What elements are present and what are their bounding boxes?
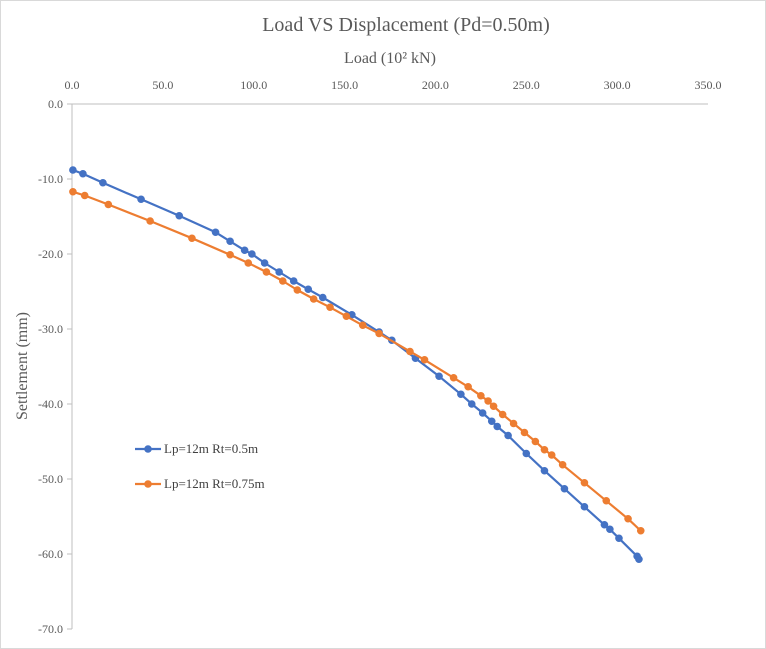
series-2-point xyxy=(309,295,318,303)
y-tick-label: -60.0 xyxy=(38,547,63,561)
x-tick-label: 350.0 xyxy=(695,78,722,92)
series-1-point xyxy=(226,237,234,246)
series-2-point xyxy=(636,526,645,535)
x-tick-label: 0.0 xyxy=(65,78,80,92)
y-axis-title: Settlement (mm) xyxy=(14,312,31,420)
series-2-point xyxy=(146,217,154,225)
series-2-point xyxy=(602,496,611,505)
series-1-point xyxy=(467,400,476,408)
series-2-point xyxy=(80,191,89,200)
series-1-point xyxy=(79,169,87,178)
y-tick-label: -30.0 xyxy=(38,322,63,336)
series-1-point xyxy=(137,195,145,204)
x-tick-label: 250.0 xyxy=(513,78,540,92)
y-tick-label: -40.0 xyxy=(38,397,63,411)
series-2-point xyxy=(262,268,271,276)
series-line-1 xyxy=(72,168,640,560)
series-2-point xyxy=(278,277,287,285)
series-2-point xyxy=(531,437,540,446)
legend-marker-1 xyxy=(144,445,152,453)
x-tick-label: 300.0 xyxy=(604,78,631,92)
series-1-point xyxy=(560,484,569,493)
series-1-point xyxy=(69,166,77,174)
y-tick-label: -50.0 xyxy=(38,472,63,486)
series-2-point xyxy=(558,460,567,469)
y-tick-label: -20.0 xyxy=(38,247,63,261)
series-2-point xyxy=(477,391,485,400)
series-2-point xyxy=(484,397,492,405)
series-1-point xyxy=(289,277,298,285)
series-2-point xyxy=(509,419,518,428)
series-2-point xyxy=(406,347,414,356)
x-tick-label: 150.0 xyxy=(331,78,358,92)
series-2-point xyxy=(498,410,507,419)
series-2-point xyxy=(449,373,458,382)
series-2-point xyxy=(358,321,367,330)
series-1-point xyxy=(522,449,531,458)
series-1-point xyxy=(275,268,283,276)
series-2-point xyxy=(342,312,351,321)
series-1-point xyxy=(487,417,496,426)
series-2-point xyxy=(547,451,556,459)
series-1-point xyxy=(260,259,269,267)
legend-marker-2 xyxy=(144,480,152,488)
y-axis-ticks: 0.0 -10.0 -20.0 -30.0 -40.0 -50.0 -60.0 -70.0 xyxy=(38,97,72,636)
series-2-point xyxy=(226,250,234,259)
chart-title: Load VS Displacement (Pd=0.50m) xyxy=(262,14,550,36)
series-1-point xyxy=(248,250,256,258)
series-1-point xyxy=(211,228,220,237)
series-2-point xyxy=(489,402,498,411)
y-tick-label: -10.0 xyxy=(38,172,63,186)
series-2-point xyxy=(540,445,549,454)
series-1-point xyxy=(175,211,184,220)
series-2-point xyxy=(244,259,253,267)
series-1-point xyxy=(615,534,623,543)
series-1-point xyxy=(240,246,249,255)
series-2-point xyxy=(624,514,632,523)
series-layer xyxy=(69,166,645,564)
series-1-point xyxy=(580,502,589,511)
series-1-point xyxy=(435,372,443,381)
series-1-point xyxy=(600,520,609,529)
x-tick-label: 50.0 xyxy=(152,78,173,92)
series-1-point xyxy=(540,466,549,475)
series-1-point xyxy=(504,431,512,440)
series-1-point xyxy=(635,555,643,564)
x-axis-title: Load (10² kN) xyxy=(344,50,436,67)
series-1-point xyxy=(304,285,313,294)
series-1-point xyxy=(457,390,465,399)
x-axis-ticks: 0.0 50.0 100.0 150.0 200.0 250.0 300.0 350.0 xyxy=(65,78,722,92)
series-2-point xyxy=(464,382,472,391)
x-tick-label: 100.0 xyxy=(240,78,267,92)
series-2-point xyxy=(188,234,196,243)
series-2-point xyxy=(420,355,429,364)
series-1-point xyxy=(318,293,327,302)
series-1-point xyxy=(606,525,614,534)
series-2-point xyxy=(104,200,113,209)
legend-label-1: Lp=12m Rt=0.5m xyxy=(164,441,258,456)
y-tick-label: -70.0 xyxy=(38,622,63,636)
x-tick-label: 200.0 xyxy=(422,78,449,92)
series-2-point xyxy=(326,303,334,312)
series-2-point xyxy=(375,329,383,338)
legend: Lp=12m Rt=0.5m Lp=12m Rt=0.75m xyxy=(135,441,265,491)
plot-area: 0.0 50.0 100.0 150.0 200.0 250.0 300.0 350.0 0.… xyxy=(38,78,722,636)
series-1-point xyxy=(99,178,107,187)
legend-label-2: Lp=12m Rt=0.75m xyxy=(164,476,265,491)
series-2-point xyxy=(580,478,589,487)
series-2-point xyxy=(69,187,77,196)
series-1-point xyxy=(493,422,502,431)
series-2-point xyxy=(293,286,302,294)
series-2-point xyxy=(520,428,529,437)
y-tick-label: 0.0 xyxy=(48,97,63,111)
series-1-point xyxy=(478,409,487,417)
